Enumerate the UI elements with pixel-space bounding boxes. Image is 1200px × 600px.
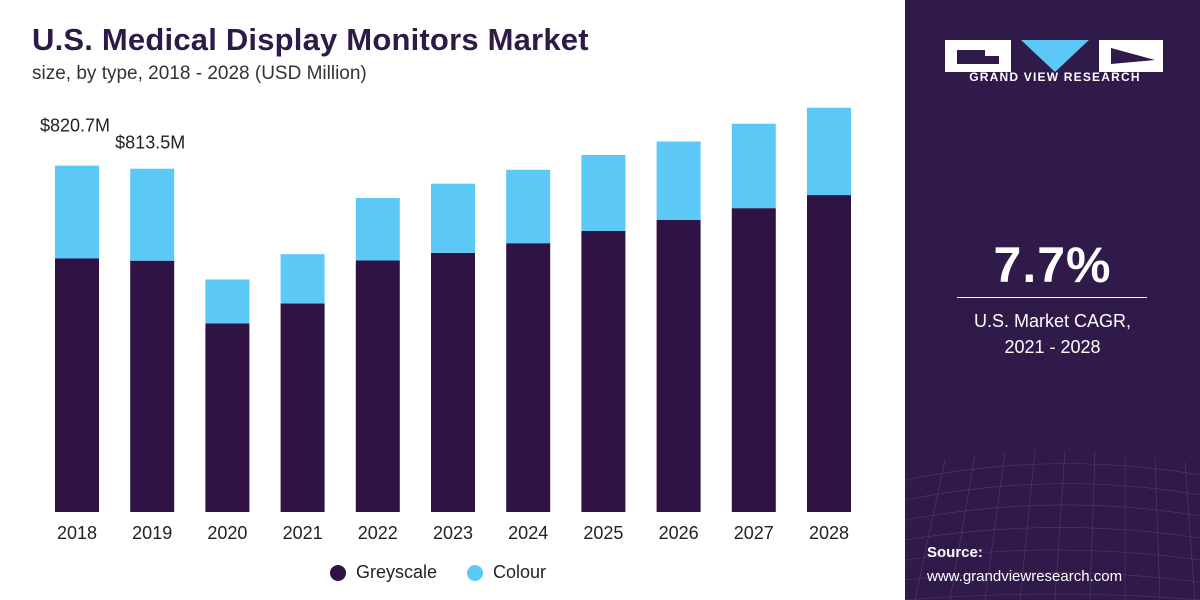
- bar-greyscale-2020: [205, 323, 250, 512]
- source-title: Source:: [927, 544, 983, 561]
- wireframe-grid-decoration: [905, 449, 1200, 600]
- legend-swatch-greyscale: [330, 564, 346, 581]
- bar-greyscale-2021: [280, 303, 325, 512]
- bar-greyscale-2024: [506, 243, 551, 512]
- x-tick-label-2020: 2020: [207, 523, 247, 543]
- chart-area: U.S. Medical Display Monitors Market siz…: [32, 22, 851, 583]
- bar-chart: 2018 2019 2020 2021 2022 2023 2024 2025 2026 2027…: [40, 107, 851, 543]
- bar-greyscale-2022: [355, 260, 400, 512]
- chart-legend: Greyscale Colour: [330, 562, 576, 583]
- x-tick-label-2023: 2023: [433, 523, 473, 543]
- bar-colour-2026: [656, 141, 701, 220]
- data-label-2019: $813.5M: [115, 133, 185, 153]
- chart-subtitle: size, by type, 2018 - 2028 (USD Million): [32, 63, 367, 84]
- bar-colour-2024: [506, 169, 551, 244]
- x-tick-label-2018: 2018: [57, 523, 97, 543]
- cagr-label-line2: 2021 - 2028: [1004, 337, 1101, 357]
- cagr-value: 7.7%: [993, 237, 1112, 293]
- x-tick-label-2024: 2024: [508, 523, 548, 543]
- bar-greyscale-2023: [431, 252, 475, 512]
- bar-colour-2027: [731, 123, 776, 209]
- bar-greyscale-2019: [130, 260, 175, 512]
- x-tick-label-2022: 2022: [358, 523, 398, 543]
- bar-greyscale-2027: [731, 208, 776, 512]
- x-tick-label-2025: 2025: [583, 523, 623, 543]
- side-panel: GRAND VIEW RESEARCH 7.7% U.S. Market CAG…: [905, 0, 1200, 600]
- bar-colour-2028: [807, 107, 851, 196]
- chart-title: U.S. Medical Display Monitors Market: [32, 22, 589, 57]
- bar-greyscale-2018: [55, 258, 99, 512]
- legend-item-colour: Colour: [467, 562, 546, 583]
- legend-label-colour: Colour: [493, 562, 547, 582]
- x-tick-label-2027: 2027: [734, 523, 774, 543]
- cagr-label-line1: U.S. Market CAGR,: [973, 311, 1132, 331]
- data-label-2018: $820.7M: [40, 116, 110, 136]
- bar-colour-2023: [431, 183, 475, 253]
- gvr-logo: [945, 40, 1163, 72]
- cagr-divider: [957, 297, 1147, 298]
- cagr-label: U.S. Market CAGR, 2021 - 2028: [905, 308, 1200, 360]
- bar-colour-2020: [205, 279, 250, 324]
- bar-greyscale-2025: [581, 230, 626, 512]
- bar-colour-2022: [355, 198, 400, 261]
- source-url[interactable]: www.grandviewresearch.com: [927, 568, 1123, 585]
- bar-colour-2019: [130, 168, 175, 261]
- logo-mark: [945, 40, 1163, 72]
- bar-colour-2018: [55, 165, 99, 259]
- bar-greyscale-2026: [656, 219, 701, 512]
- bar-colour-2025: [581, 154, 626, 231]
- legend-item-greyscale: Greyscale: [330, 562, 437, 583]
- x-tick-label-2021: 2021: [283, 523, 323, 543]
- x-tick-label-2026: 2026: [659, 523, 699, 543]
- x-tick-label-2028: 2028: [809, 523, 849, 543]
- brand-name: GRAND VIEW RESEARCH: [969, 70, 1141, 84]
- legend-label-greyscale: Greyscale: [356, 562, 438, 582]
- bar-colour-2021: [280, 254, 325, 304]
- bar-greyscale-2028: [807, 195, 851, 512]
- legend-swatch-colour: [467, 564, 484, 581]
- x-tick-label-2019: 2019: [132, 523, 172, 543]
